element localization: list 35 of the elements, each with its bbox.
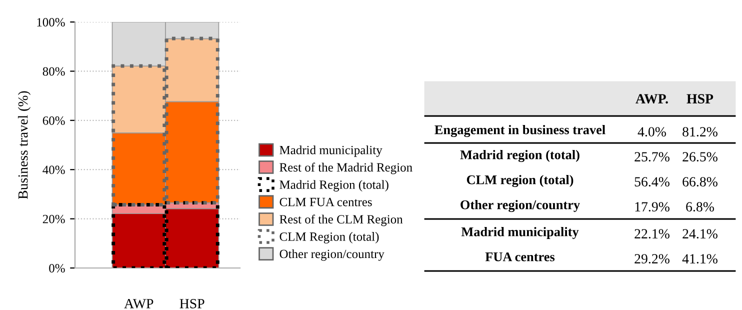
text: 25.7%: [634, 152, 670, 162]
text: 81.2%: [682, 127, 718, 137]
text: 22.1%: [634, 229, 670, 239]
text: 17.9%: [635, 202, 670, 212]
y-tick-label: 100%: [37, 18, 65, 26]
legend-label: CLM FUA centres: [280, 198, 372, 206]
text: 24.1%: [682, 229, 718, 239]
text: 66.8%: [682, 177, 718, 187]
category-label: FUA centres: [485, 252, 555, 262]
category-label: AWP.: [636, 94, 668, 104]
category-label: Engagement in business travel: [434, 124, 606, 138]
category-label: HSP: [686, 94, 714, 104]
legend-label: CLM Region (total): [280, 232, 379, 244]
x-tick-label: AWP: [124, 299, 154, 308]
y-tick-label: 80%: [42, 67, 65, 76]
y-tick-label: 60%: [42, 116, 65, 125]
category-label: Other region/country: [460, 200, 580, 212]
legend-label: Other region/country: [280, 249, 384, 261]
category-label: Madrid region (total): [460, 150, 580, 162]
legend-label: Rest of the Madrid Region: [280, 162, 412, 174]
legend-label: Madrid Region (total): [280, 180, 388, 192]
category-label: Madrid municipality: [461, 227, 579, 239]
legend-label: Madrid municipality: [280, 145, 382, 157]
y-tick-label: 20%: [42, 214, 65, 224]
y-tick-label: 40%: [42, 166, 65, 174]
y-tick-label: 0%: [49, 264, 65, 272]
text: 41.1%: [682, 254, 718, 264]
text: 6.8%: [686, 202, 714, 212]
text: 29.2%: [634, 254, 670, 264]
category-label: CLM region (total): [466, 174, 574, 188]
legend-label: Rest of the CLM Region: [280, 214, 403, 226]
text: 4.0%: [638, 127, 666, 137]
text: 26.5%: [682, 152, 718, 162]
y-axis-title: Business travel (%): [18, 91, 31, 199]
text: 56.4%: [634, 177, 670, 187]
